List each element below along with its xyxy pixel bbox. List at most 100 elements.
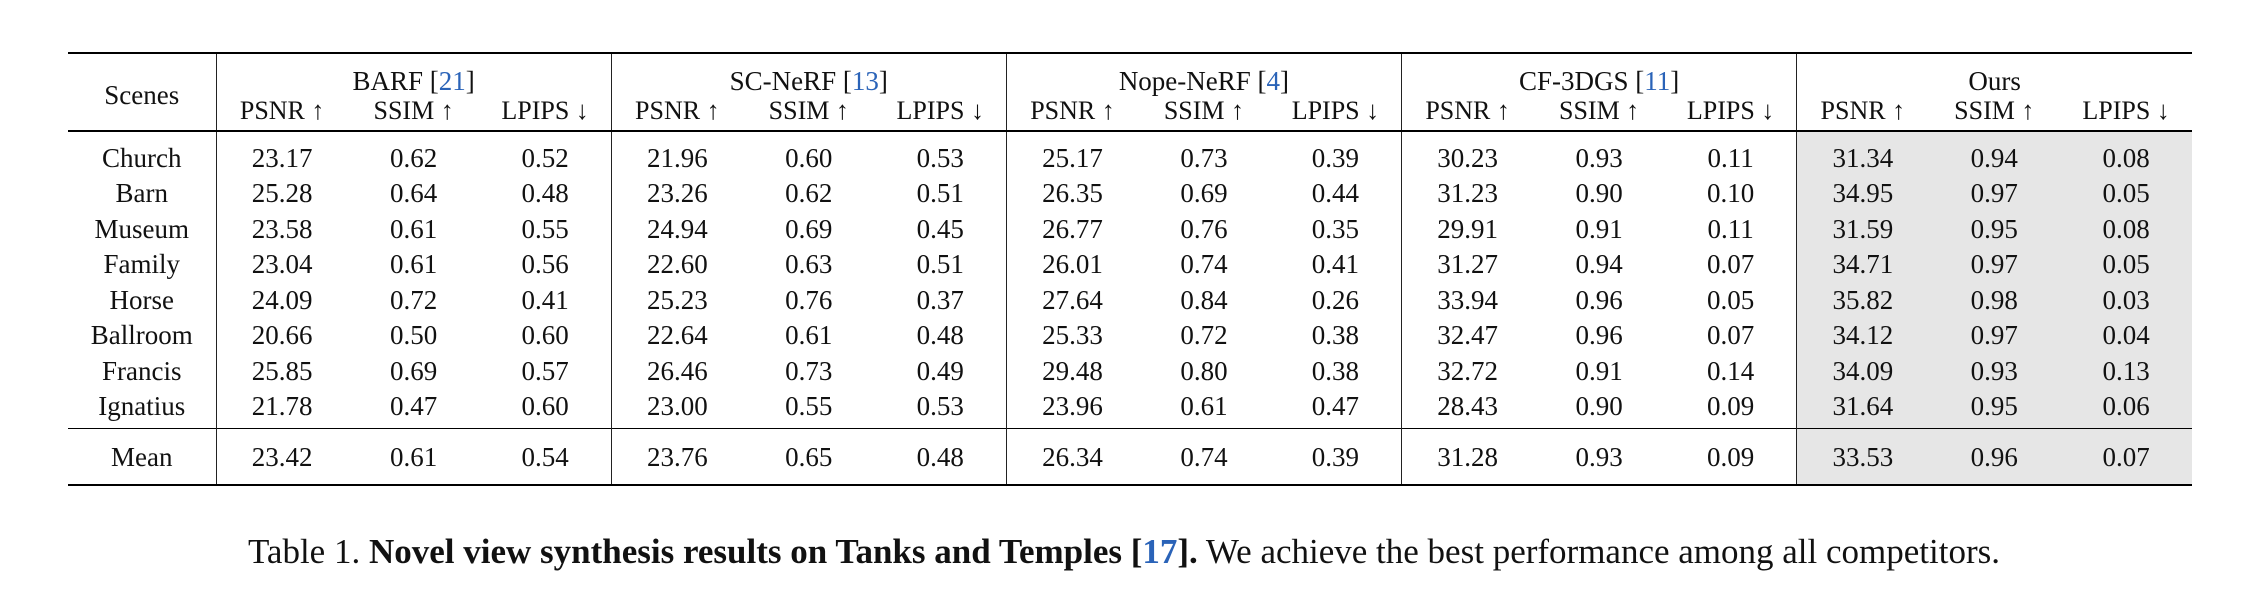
- metric-value: 0.41: [521, 284, 569, 315]
- table-row: Horse 24.09 0.72 0.41 25.23 0.76 0.37 27.64 0.84…: [68, 282, 2192, 318]
- metric-value: 25.85: [215, 353, 348, 389]
- metric-value: 23.00: [610, 388, 743, 429]
- metric-value: 0.41: [1311, 249, 1360, 280]
- scene-name: Francis: [102, 355, 182, 386]
- metric-value: 0.80: [1180, 355, 1228, 386]
- scene-name: Barn: [115, 178, 168, 209]
- metric-value: 31.28: [1401, 428, 1534, 486]
- metric-value: 0.74: [1180, 249, 1228, 280]
- metric-value: 0.54: [479, 428, 612, 486]
- method-header: Ours: [1796, 52, 2192, 96]
- table-row: Barn 25.28 0.64 0.48 23.26 0.62 0.51 26.35 0.69 0…: [68, 175, 2192, 211]
- method-group-row: Scenes BARF [21] SC-NeRF [13] Nope-NeRF [4…: [68, 52, 2192, 131]
- metric-value: 0.47: [389, 391, 438, 422]
- metric-value: 0.97: [1928, 317, 2061, 353]
- method-name: Ours: [1968, 66, 2021, 96]
- metric-value: 31.34: [1796, 130, 1929, 176]
- metric-value: 22.64: [610, 317, 743, 353]
- metric-header: LPIPS ↓: [1291, 96, 1380, 125]
- metric-value: 0.39: [1269, 428, 1402, 486]
- metric-value: 0.47: [1311, 391, 1360, 422]
- metric-value: 0.53: [874, 130, 1007, 176]
- metric-value: 0.63: [785, 249, 833, 280]
- scenes-header: Scenes: [68, 52, 217, 131]
- metric-value: 0.95: [1928, 388, 2061, 429]
- metric-value: 0.61: [389, 213, 438, 244]
- metric-value: 0.93: [1533, 428, 1665, 486]
- metric-value: 0.52: [479, 130, 612, 176]
- method-header: SC-NeRF [13]: [610, 52, 1007, 96]
- metric-value: 0.72: [1180, 320, 1228, 351]
- metric-value: 0.90: [1575, 391, 1623, 422]
- metric-value: 0.76: [785, 284, 833, 315]
- metric-value: 31.59: [1796, 211, 1929, 247]
- metric-value: 24.94: [610, 211, 743, 247]
- metric-value: 0.90: [1575, 178, 1623, 209]
- metric-header: PSNR ↑: [1796, 96, 1929, 131]
- metric-value: 0.76: [1180, 213, 1228, 244]
- metric-value: 0.51: [916, 249, 964, 280]
- metric-value: 23.76: [610, 428, 743, 486]
- metric-value: 0.10: [1706, 178, 1755, 209]
- metric-value: 0.05: [2060, 175, 2192, 211]
- metric-value: 23.96: [1005, 388, 1139, 429]
- metric-value: 29.91: [1401, 211, 1534, 247]
- metric-header: LPIPS ↓: [2082, 96, 2170, 125]
- scene-name: Family: [103, 249, 181, 280]
- metric-header: PSNR ↑: [1005, 96, 1139, 131]
- metric-value: 0.62: [347, 130, 480, 176]
- metric-value: 0.39: [1269, 130, 1402, 176]
- metric-value: 0.26: [1311, 284, 1360, 315]
- metric-value: 0.08: [2060, 130, 2192, 176]
- metric-value: 0.60: [521, 391, 569, 422]
- metric-value: 0.48: [521, 178, 569, 209]
- metric-value: 0.69: [1180, 178, 1228, 209]
- metric-header: SSIM ↑: [1163, 96, 1245, 125]
- metric-value: 0.96: [1928, 428, 2061, 486]
- method-header: BARF [21]: [215, 52, 612, 96]
- metric-header: LPIPS ↓: [896, 96, 984, 125]
- metric-value: 0.35: [1311, 213, 1360, 244]
- metric-header-row: PSNR ↑ SSIM ↑ LPIPS ↓ PSNR ↑ SSIM ↑ LPIPS ↓ PS…: [68, 96, 2192, 131]
- table-row: Ignatius 21.78 0.47 0.60 23.00 0.55 0.53 23.96 0…: [68, 388, 2192, 429]
- scene-name: Horse: [109, 284, 174, 315]
- scene-name: Mean: [68, 428, 217, 486]
- metric-value: 0.57: [521, 355, 569, 386]
- metric-value: 34.95: [1796, 175, 1929, 211]
- metric-value: 0.73: [785, 355, 833, 386]
- metric-value: 0.07: [1706, 320, 1755, 351]
- table-caption: Table 1. Novel view synthesis results on…: [0, 532, 2248, 572]
- metric-value: 23.58: [215, 211, 348, 247]
- metric-value: 35.82: [1796, 282, 1929, 318]
- metric-value: 0.14: [1706, 355, 1755, 386]
- mean-body: Mean 23.42 0.61 0.54 23.76 0.65 0.48 26.34 0.74 0…: [68, 428, 2192, 486]
- metric-value: 0.96: [1575, 284, 1623, 315]
- metric-value: 0.55: [521, 213, 569, 244]
- table-row: Museum 23.58 0.61 0.55 24.94 0.69 0.45 26.77 0.7…: [68, 211, 2192, 247]
- metric-value: 23.17: [215, 130, 348, 176]
- caption-label: Table 1.: [247, 532, 361, 571]
- metric-header: PSNR ↑: [610, 96, 743, 131]
- metric-value: 25.28: [215, 175, 348, 211]
- scene-name: Museum: [94, 213, 190, 244]
- metric-value: 0.53: [916, 391, 964, 422]
- metric-value: 0.06: [2060, 388, 2192, 429]
- metric-value: 0.94: [1928, 130, 2061, 176]
- metric-value: 32.47: [1401, 317, 1534, 353]
- metric-value: 0.64: [389, 178, 438, 209]
- metric-value: 0.98: [1928, 282, 2061, 318]
- metric-value: 0.50: [389, 320, 438, 351]
- metric-value: 0.95: [1928, 211, 2061, 247]
- metric-value: 0.73: [1138, 130, 1270, 176]
- metric-value: 0.91: [1575, 355, 1623, 386]
- metric-value: 0.91: [1575, 213, 1623, 244]
- metric-value: 27.64: [1005, 282, 1139, 318]
- metric-value: 0.44: [1311, 178, 1360, 209]
- method-header: CF-3DGS [11]: [1401, 52, 1797, 96]
- metric-value: 0.09: [1664, 428, 1797, 486]
- metric-value: 34.09: [1796, 353, 1929, 389]
- metric-value: 25.23: [610, 282, 743, 318]
- metric-value: 33.94: [1401, 282, 1534, 318]
- metric-value: 30.23: [1401, 130, 1534, 176]
- method-name: BARF: [352, 66, 424, 96]
